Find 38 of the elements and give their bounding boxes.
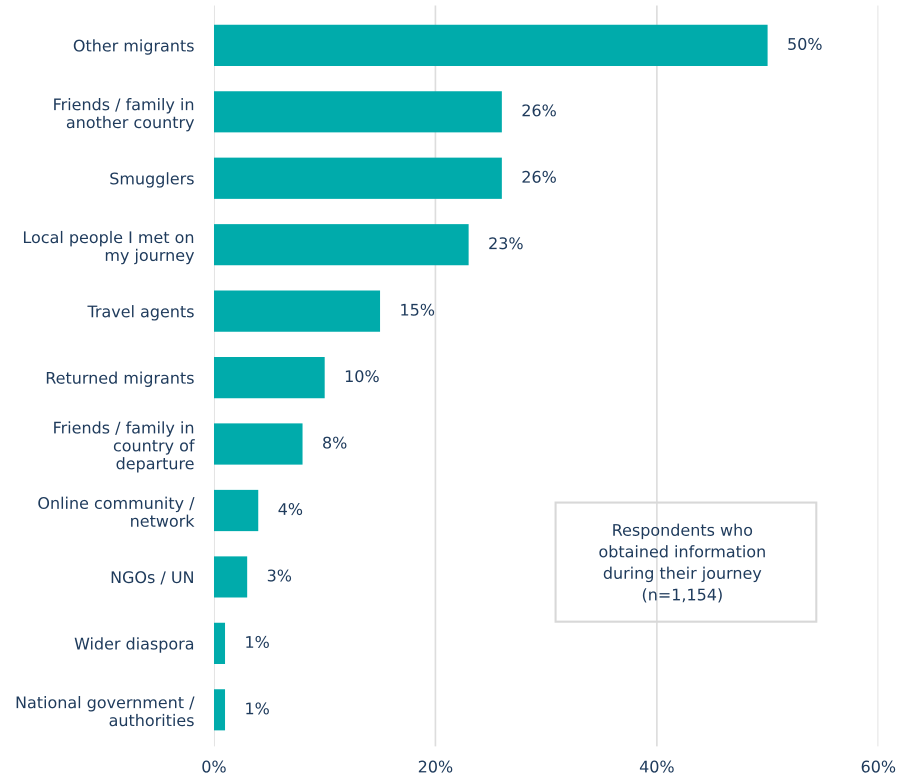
y-tick-label: Smugglers — [110, 172, 194, 188]
y-tick-label: National government / authorities — [16, 696, 195, 726]
y-tick-label: Online community / network — [38, 496, 195, 527]
y-tick-label: Wider diaspora — [74, 637, 194, 653]
bar — [214, 224, 469, 266]
data-label: 26% — [522, 104, 556, 116]
data-label: 8% — [323, 436, 346, 449]
bar — [214, 423, 303, 465]
y-tick-label: Friends / family in country of departure — [54, 421, 195, 473]
x-tick-label: 60% — [862, 760, 896, 773]
annotation: Respondents who obtained information during their journey (n=1,154) — [599, 524, 765, 602]
data-label: 3% — [268, 569, 292, 582]
data-label: 23% — [489, 237, 523, 250]
y-tick-label: Travel agents — [87, 305, 194, 321]
data-label: 1% — [246, 702, 269, 714]
data-label: 4% — [278, 503, 302, 516]
bar — [214, 556, 248, 598]
x-tick-label: 20% — [418, 760, 452, 773]
x-tick-label: 40% — [640, 760, 674, 773]
data-label: 50% — [788, 38, 822, 50]
bar — [214, 490, 258, 532]
y-tick-label: Local people I met on my journey — [24, 230, 194, 264]
data-label: 10% — [346, 370, 379, 382]
data-label: 26% — [522, 170, 556, 183]
data-label: 1% — [246, 636, 269, 648]
y-tick-label: NGOs / UN — [112, 571, 193, 584]
y-tick-label: Returned migrants — [46, 372, 194, 387]
bar — [214, 290, 380, 332]
bar — [214, 356, 325, 398]
bar — [214, 622, 226, 664]
y-tick-label: Other migrants — [74, 39, 194, 55]
bar — [214, 689, 226, 730]
y-tick-label: Friends / family in another country — [54, 98, 194, 132]
data-label: 15% — [401, 304, 434, 316]
bar — [214, 24, 768, 66]
x-tick-label: 0% — [202, 760, 226, 773]
bar — [214, 91, 502, 132]
bar — [214, 158, 502, 199]
